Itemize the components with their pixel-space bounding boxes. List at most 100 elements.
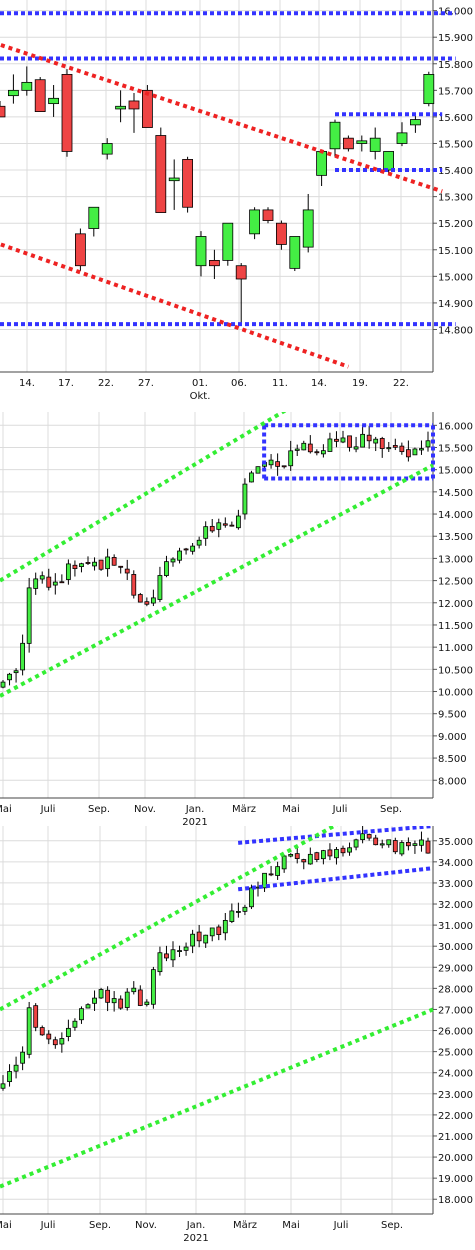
x-tick-label: 27. — [138, 378, 154, 389]
candle — [88, 206, 100, 237]
y-tick-label: 27.000 — [438, 1005, 473, 1016]
candle — [203, 934, 209, 948]
candle — [52, 1036, 58, 1049]
candle — [399, 442, 405, 455]
candle-body — [92, 997, 97, 1004]
chart-3-dow-weekly: 18.000 19.000 20.000 21.000 22.000 23.000 24.0… — [0, 826, 473, 1244]
candle — [275, 220, 287, 250]
y-tick-label: 11.500 — [438, 621, 473, 632]
candle — [235, 902, 241, 918]
candle-body — [164, 561, 169, 576]
candle-body — [320, 850, 326, 860]
candle-body — [366, 834, 372, 839]
candle-body — [340, 437, 346, 443]
candle — [195, 231, 207, 277]
candle-body — [170, 949, 176, 961]
candle-body — [235, 911, 241, 913]
candle-body — [419, 839, 424, 846]
candle — [33, 1003, 39, 1032]
candle — [235, 263, 247, 325]
candle-body — [0, 1083, 6, 1089]
y-tick-label: 15.400 — [438, 166, 473, 177]
candle — [356, 135, 368, 152]
candle-body — [46, 1033, 52, 1040]
y-tick-label: 33.000 — [438, 879, 473, 890]
y-tick-label: 20.000 — [438, 1153, 473, 1164]
x-tick-label: Mai — [0, 804, 12, 815]
candle-body — [255, 466, 261, 474]
candle-body — [327, 438, 333, 452]
candle — [235, 509, 241, 530]
candle-body — [183, 548, 189, 551]
candle — [369, 127, 381, 160]
candle-body — [342, 137, 354, 150]
candle-body — [183, 946, 189, 951]
candle-body — [170, 558, 176, 563]
y-tick-label: 15.800 — [438, 60, 473, 71]
candle-body — [141, 89, 153, 128]
candle-body — [33, 578, 39, 589]
candle — [26, 577, 32, 653]
y-tick-label: 15.300 — [438, 193, 473, 204]
candle — [144, 999, 150, 1007]
x-tick-label: Juli — [40, 804, 56, 815]
candle-body — [79, 563, 84, 568]
y-tick-label: 14.500 — [438, 488, 473, 499]
y-tick-label: 12.500 — [438, 577, 473, 588]
y-tick-label: 13.500 — [438, 532, 473, 543]
candle — [20, 1046, 26, 1071]
candle — [98, 559, 104, 571]
candle-body — [275, 461, 281, 467]
candle-body — [72, 564, 78, 570]
y-tick-label: 11.000 — [438, 643, 473, 654]
candle — [347, 435, 352, 452]
candle-body — [222, 523, 228, 526]
candle-body — [33, 1005, 39, 1028]
candle — [409, 114, 421, 133]
candle — [111, 991, 117, 1012]
candle — [21, 66, 33, 96]
candle-body — [347, 847, 352, 853]
candle-body — [356, 140, 368, 144]
candle-body — [7, 1071, 12, 1083]
candle — [92, 990, 97, 1011]
candle-body — [34, 79, 46, 113]
y-tick-label: 14.800 — [438, 325, 473, 336]
candle-body — [88, 206, 100, 229]
candle — [360, 826, 366, 844]
candle-body — [208, 259, 220, 267]
candle — [353, 838, 359, 851]
candle — [13, 668, 19, 683]
candle — [229, 521, 235, 527]
candle — [366, 426, 372, 449]
candle-body — [65, 563, 71, 580]
candle-body — [383, 151, 395, 171]
candle-body — [314, 852, 320, 860]
chart-1-dax-daily: 14.800 14.900 15.000 15.100 15.200 15.300 15.4… — [0, 0, 473, 400]
candle — [131, 570, 137, 599]
candle-body — [249, 472, 254, 483]
candle — [72, 560, 78, 577]
candle — [314, 851, 320, 863]
candle-body — [52, 581, 58, 586]
candle-body — [302, 209, 314, 248]
candle-body — [392, 445, 398, 448]
candle-body — [396, 132, 408, 144]
candle — [425, 431, 431, 452]
candle-body — [79, 1008, 84, 1021]
x-tick-label: Sep. — [88, 804, 110, 815]
candle-body — [137, 989, 143, 1006]
candle — [314, 449, 320, 456]
y-tick-label: 30.000 — [438, 942, 473, 953]
candle — [164, 555, 169, 578]
candle — [342, 135, 354, 152]
candle — [144, 597, 150, 607]
trend-line — [0, 42, 443, 194]
candle — [65, 1019, 71, 1042]
candle — [281, 855, 287, 873]
x-tick-label: 14. — [19, 378, 35, 389]
candle-body — [288, 450, 294, 467]
candle — [20, 634, 26, 676]
candle-body — [61, 74, 73, 152]
candle-body — [294, 853, 300, 859]
